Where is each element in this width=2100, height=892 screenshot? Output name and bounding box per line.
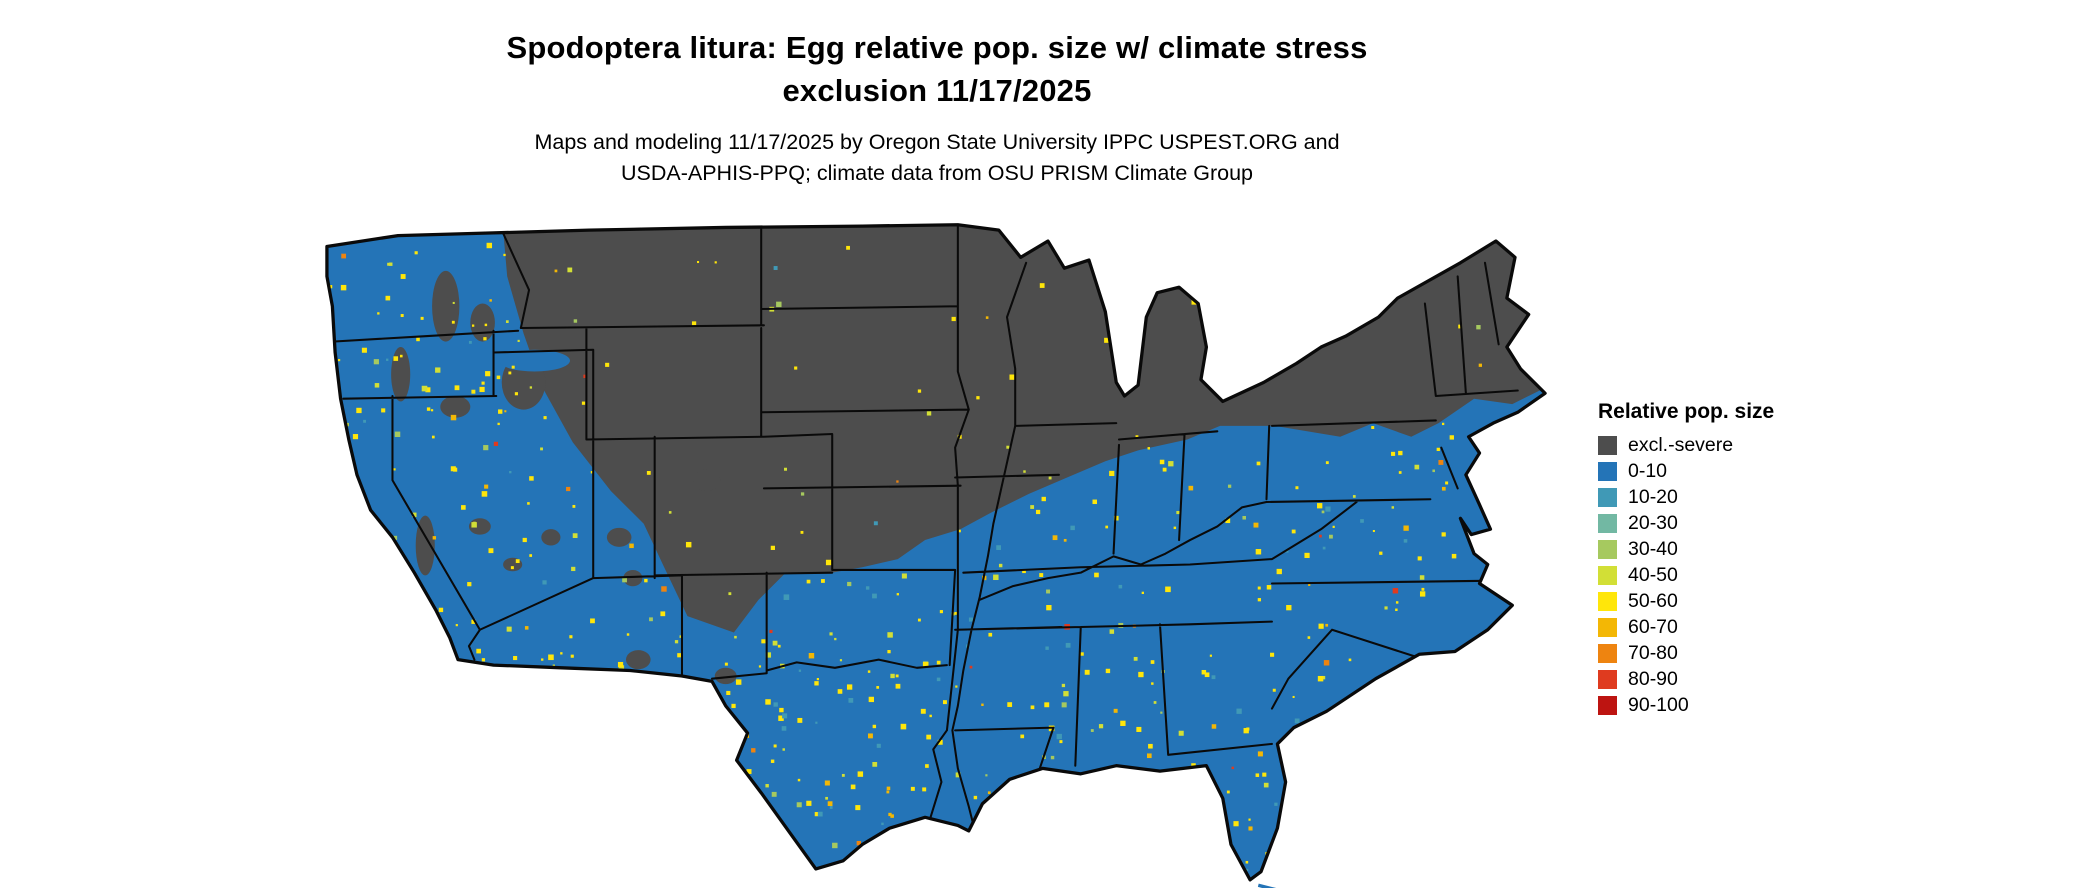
us-coastline-outline bbox=[325, 223, 1547, 882]
legend-item: 40-50 bbox=[1598, 564, 1774, 586]
legend-label: 80-90 bbox=[1628, 668, 1678, 690]
legend-title: Relative pop. size bbox=[1598, 400, 1775, 423]
excluded-patch bbox=[541, 529, 561, 546]
legend-item: 60-70 bbox=[1598, 616, 1774, 638]
legend-label: 90-100 bbox=[1628, 694, 1689, 716]
legend-item: 50-60 bbox=[1598, 590, 1774, 612]
title-line-1: Spodoptera litura: Egg relative pop. siz… bbox=[506, 30, 1368, 65]
legend-swatch bbox=[1598, 644, 1617, 664]
legend-swatch bbox=[1598, 592, 1617, 612]
excluded-patch bbox=[415, 515, 435, 576]
subtitle-line-2: USDA-APHIS-PPQ; climate data from OSU PR… bbox=[620, 160, 1254, 185]
legend-label: 20-30 bbox=[1628, 512, 1678, 534]
legend-label: 30-40 bbox=[1628, 538, 1678, 560]
excluded-patch bbox=[626, 650, 651, 670]
legend: Relative pop. size excl.-severe 0-10 10-20… bbox=[1598, 400, 1774, 722]
legend-label: 40-50 bbox=[1628, 564, 1678, 586]
legend-item: excl.-severe bbox=[1598, 434, 1774, 456]
legend-swatch bbox=[1598, 670, 1617, 690]
legend-swatch bbox=[1598, 696, 1617, 716]
excluded-patch bbox=[440, 395, 471, 418]
figure-title: Spodoptera litura: Egg relative pop. siz… bbox=[0, 26, 1874, 113]
legend-swatch bbox=[1598, 488, 1617, 508]
excluded-mountain-patches bbox=[391, 270, 737, 694]
legend-swatch bbox=[1598, 462, 1617, 482]
subtitle-line-1: Maps and modeling 11/17/2025 by Oregon S… bbox=[534, 129, 1340, 154]
excluded-patch bbox=[623, 569, 643, 587]
legend-item: 70-80 bbox=[1598, 642, 1774, 664]
florida-keys bbox=[1257, 883, 1277, 888]
legend-label: 60-70 bbox=[1628, 616, 1678, 638]
excluded-patch bbox=[470, 303, 495, 342]
title-line-2: exclusion 11/17/2025 bbox=[782, 73, 1092, 109]
legend-item: 10-20 bbox=[1598, 486, 1774, 508]
excluded-patch bbox=[606, 527, 632, 547]
legend-swatch bbox=[1598, 566, 1617, 586]
figure-subtitle: Maps and modeling 11/17/2025 by Oregon S… bbox=[0, 127, 1874, 189]
excluded-patch bbox=[653, 680, 673, 694]
legend-item: 80-90 bbox=[1598, 668, 1774, 690]
legend-swatch bbox=[1598, 436, 1617, 456]
legend-swatch bbox=[1598, 540, 1617, 560]
legend-swatch bbox=[1598, 618, 1617, 638]
legend-item: 30-40 bbox=[1598, 538, 1774, 560]
legend-label: 70-80 bbox=[1628, 642, 1678, 664]
snake-river-plain-patch bbox=[498, 349, 571, 372]
legend-label: 0-10 bbox=[1628, 460, 1668, 482]
legend-item: 0-10 bbox=[1598, 460, 1774, 482]
figure-header: Spodoptera litura: Egg relative pop. siz… bbox=[0, 26, 1874, 189]
legend-label: 10-20 bbox=[1628, 486, 1678, 508]
legend-swatch bbox=[1598, 514, 1617, 534]
excluded-patch bbox=[432, 270, 460, 342]
excluded-patch bbox=[692, 469, 721, 492]
legend-label: excl.-severe bbox=[1628, 434, 1734, 456]
legend-item: 90-100 bbox=[1598, 694, 1774, 716]
us-map bbox=[316, 222, 1556, 888]
legend-item: 20-30 bbox=[1598, 512, 1774, 534]
excluded-patch bbox=[714, 667, 737, 685]
us-map-svg bbox=[325, 223, 1547, 888]
legend-label: 50-60 bbox=[1628, 590, 1678, 612]
legend-items: excl.-severe 0-10 10-20 20-30 30-40 40-50 50-6… bbox=[1598, 434, 1774, 716]
state-borders bbox=[331, 224, 1519, 830]
